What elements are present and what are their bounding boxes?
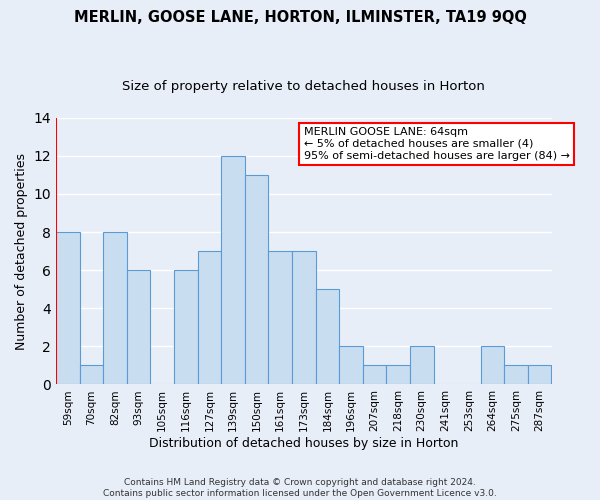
- Bar: [363, 366, 386, 384]
- Bar: [221, 156, 245, 384]
- Bar: [174, 270, 197, 384]
- Text: MERLIN, GOOSE LANE, HORTON, ILMINSTER, TA19 9QQ: MERLIN, GOOSE LANE, HORTON, ILMINSTER, T…: [74, 10, 526, 25]
- Bar: [197, 251, 221, 384]
- Bar: [245, 175, 268, 384]
- X-axis label: Distribution of detached houses by size in Horton: Distribution of detached houses by size …: [149, 437, 458, 450]
- Y-axis label: Number of detached properties: Number of detached properties: [15, 152, 28, 350]
- Bar: [339, 346, 363, 385]
- Title: Size of property relative to detached houses in Horton: Size of property relative to detached ho…: [122, 80, 485, 93]
- Bar: [528, 366, 551, 384]
- Bar: [316, 289, 339, 384]
- Text: MERLIN GOOSE LANE: 64sqm
← 5% of detached houses are smaller (4)
95% of semi-det: MERLIN GOOSE LANE: 64sqm ← 5% of detache…: [304, 128, 570, 160]
- Bar: [103, 232, 127, 384]
- Bar: [410, 346, 434, 385]
- Bar: [127, 270, 151, 384]
- Text: Contains HM Land Registry data © Crown copyright and database right 2024.
Contai: Contains HM Land Registry data © Crown c…: [103, 478, 497, 498]
- Bar: [292, 251, 316, 384]
- Bar: [80, 366, 103, 384]
- Bar: [56, 232, 80, 384]
- Bar: [481, 346, 505, 385]
- Bar: [268, 251, 292, 384]
- Bar: [505, 366, 528, 384]
- Bar: [386, 366, 410, 384]
